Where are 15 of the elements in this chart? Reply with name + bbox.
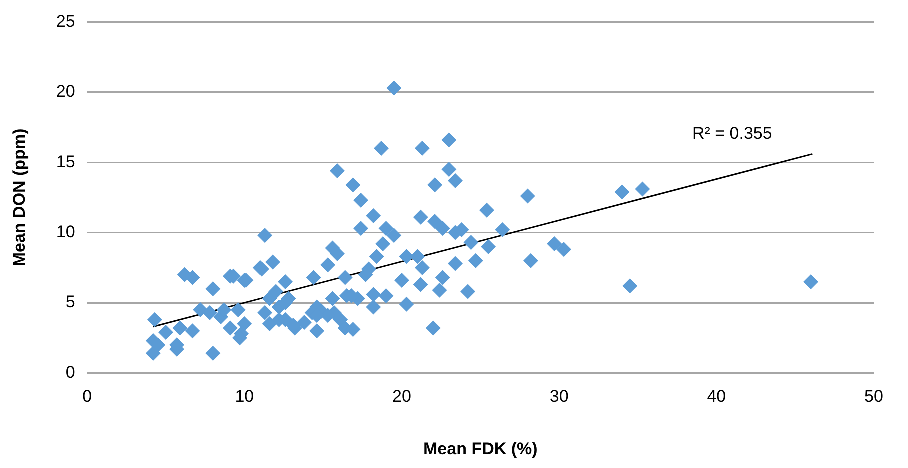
y-tick-label: 15: [56, 152, 76, 172]
y-axis-title: Mean DON (ppm): [10, 128, 29, 267]
x-tick-label: 0: [82, 387, 92, 406]
y-tick-label: 25: [56, 12, 76, 31]
x-tick-label: 40: [707, 387, 726, 406]
y-tick-label: 10: [56, 222, 76, 242]
annotation: R² = 0.355: [692, 124, 772, 144]
x-tick-label: 50: [864, 387, 884, 406]
x-tick-label: 30: [550, 387, 569, 406]
y-tick-label: 0: [66, 362, 76, 382]
y-tick-label: 20: [56, 82, 76, 102]
x-axis-title: Mean FDK (%): [424, 439, 538, 458]
y-tick-label: 5: [66, 292, 76, 312]
x-tick-label: 20: [392, 387, 412, 406]
x-tick-label: 10: [235, 387, 254, 406]
